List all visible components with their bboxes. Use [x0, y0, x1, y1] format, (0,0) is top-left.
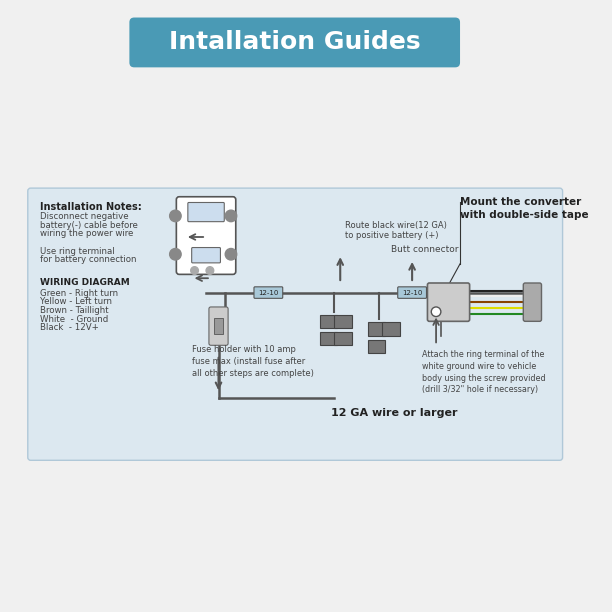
Text: for battery connection: for battery connection [40, 255, 136, 264]
FancyBboxPatch shape [523, 283, 542, 321]
Text: Use ring terminal: Use ring terminal [40, 247, 115, 256]
Text: Yellow - Left turn: Yellow - Left turn [40, 297, 112, 307]
Text: Green - Right turn: Green - Right turn [40, 289, 118, 298]
Text: White  - Ground: White - Ground [40, 315, 108, 324]
FancyBboxPatch shape [188, 203, 224, 222]
Text: Butt connector: Butt connector [391, 245, 458, 253]
FancyBboxPatch shape [320, 332, 337, 345]
Text: 12-10: 12-10 [402, 289, 422, 296]
Text: 12-10: 12-10 [258, 289, 278, 296]
FancyBboxPatch shape [28, 188, 562, 460]
Circle shape [191, 267, 198, 274]
Text: wiring the power wire: wiring the power wire [40, 230, 133, 238]
FancyBboxPatch shape [368, 323, 386, 336]
FancyBboxPatch shape [335, 332, 352, 345]
Text: Installation Notes:: Installation Notes: [40, 201, 142, 212]
FancyBboxPatch shape [382, 323, 400, 336]
Text: WIRING DIAGRAM: WIRING DIAGRAM [40, 278, 130, 287]
Circle shape [170, 210, 181, 222]
Circle shape [206, 267, 214, 274]
Text: Attach the ring terminal of the
white ground wire to vehicle
body using the scre: Attach the ring terminal of the white gr… [422, 350, 545, 395]
FancyBboxPatch shape [192, 247, 220, 263]
FancyBboxPatch shape [368, 340, 386, 353]
Circle shape [225, 248, 237, 260]
FancyBboxPatch shape [209, 307, 228, 345]
FancyBboxPatch shape [214, 318, 223, 334]
FancyBboxPatch shape [320, 315, 337, 328]
Text: battery(-) cable before: battery(-) cable before [40, 221, 138, 230]
Text: Route black wire(12 GA)
to positive battery (+): Route black wire(12 GA) to positive batt… [345, 221, 447, 240]
FancyBboxPatch shape [254, 287, 283, 298]
FancyBboxPatch shape [335, 315, 352, 328]
Text: Disconnect negative: Disconnect negative [40, 212, 129, 221]
Text: Black  - 12V+: Black - 12V+ [40, 323, 99, 332]
Text: 12 GA wire or larger: 12 GA wire or larger [330, 408, 457, 417]
Text: Brown - Taillight: Brown - Taillight [40, 306, 109, 315]
Circle shape [170, 248, 181, 260]
Text: Mount the converter
with double-side tape: Mount the converter with double-side tap… [460, 196, 589, 220]
Circle shape [225, 210, 237, 222]
FancyBboxPatch shape [176, 196, 236, 274]
Circle shape [431, 307, 441, 316]
FancyBboxPatch shape [129, 18, 460, 67]
FancyBboxPatch shape [398, 287, 427, 298]
Text: Fuse holder with 10 amp
fuse max (install fuse after
all other steps are complet: Fuse holder with 10 amp fuse max (instal… [192, 345, 313, 378]
FancyBboxPatch shape [427, 283, 469, 321]
Text: Intallation Guides: Intallation Guides [169, 31, 420, 54]
